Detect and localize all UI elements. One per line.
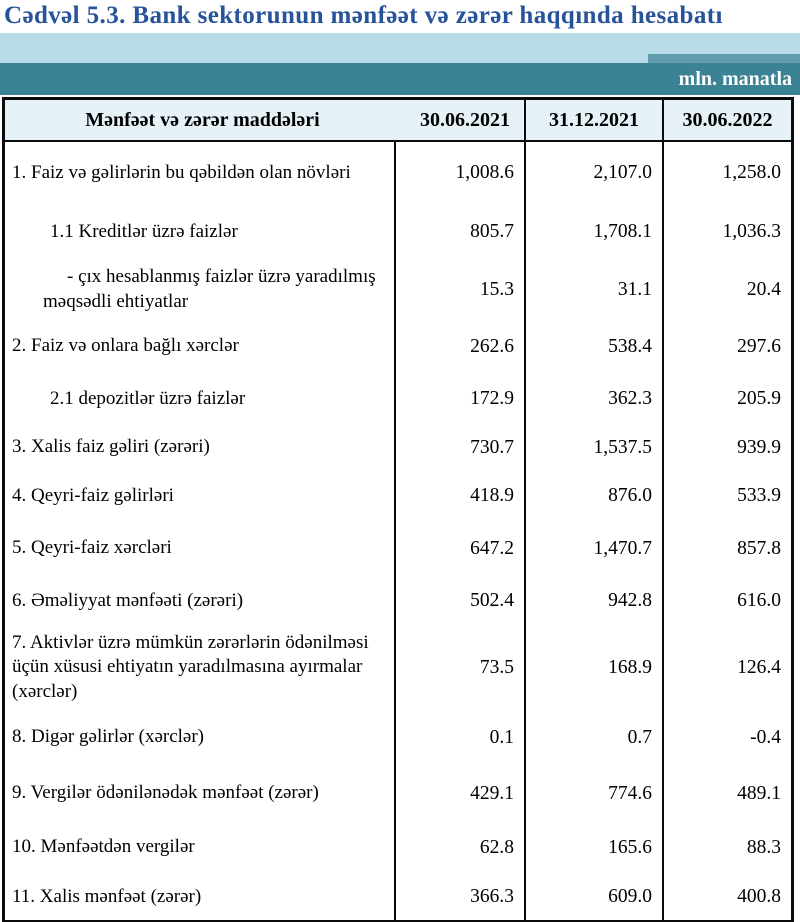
row-value: 15.3 [394,260,524,319]
table-row: 3. Xalis faiz gəliri (zərəri) 730.7 1,53… [5,424,791,471]
row-value: 730.7 [394,424,524,471]
row-value: 857.8 [662,521,791,576]
row-value: 172.9 [394,374,524,424]
decorative-band-teal: mln. manatla [0,54,800,95]
table-header-row: Mənfəət və zərər maddələri 30.06.2021 31… [5,100,791,142]
table-row: - çıx hesablanmış faizlər üzrə yaradılmı… [5,260,791,319]
row-value: 533.9 [662,471,791,521]
row-value: 73.5 [394,626,524,709]
decorative-band-step [648,54,800,63]
row-label: 7. Aktivlər üzrə mümkün zərərlərin ödəni… [12,632,369,702]
row-value: 168.9 [524,626,662,709]
row-value: 126.4 [662,626,791,709]
row-value: 647.2 [394,521,524,576]
row-value: 205.9 [662,374,791,424]
row-label: 2.1 depozitlər üzrə faizlər [50,387,246,409]
row-value: 0.1 [394,709,524,766]
row-value: 502.4 [394,576,524,626]
row-label: 9. Vergilər ödənilənədək mənfəət (zərər) [12,782,319,804]
row-label: 4. Qeyri-faiz gəlirləri [12,484,174,506]
header-date-2: 31.12.2021 [524,100,662,140]
row-label: 5. Qeyri-faiz xərcləri [12,537,172,559]
row-value: 366.3 [394,874,524,920]
row-value: 1,258.0 [662,142,791,204]
table-row: 4. Qeyri-faiz gəlirləri 418.9 876.0 533.… [5,471,791,521]
row-value: 20.4 [662,260,791,319]
table-row: 7. Aktivlər üzrə mümkün zərərlərin ödəni… [5,626,791,709]
row-value: 1,708.1 [524,204,662,260]
row-value: 1,008.6 [394,142,524,204]
unit-label: mln. manatla [678,67,792,90]
table-row: 9. Vergilər ödənilənədək mənfəət (zərər)… [5,766,791,821]
header-merged-cell: Mənfəət və zərər maddələri 30.06.2021 [5,100,524,140]
table-body: 1. Faiz və gəlirlərin bu qəbildən olan n… [5,142,791,920]
row-value: 774.6 [524,766,662,821]
row-label: 3. Xalis faiz gəliri (zərəri) [12,436,210,458]
header-date-3: 30.06.2022 [662,100,791,140]
row-value: 62.8 [394,821,524,874]
row-label: 1.1 Kreditlər üzrə faizlər [50,220,238,242]
row-value: 609.0 [524,874,662,920]
row-value: 1,537.5 [524,424,662,471]
table-row: 2.1 depozitlər üzrə faizlər 172.9 362.3 … [5,374,791,424]
row-label: 8. Digər gəlirlər (xərclər) [12,726,205,748]
table-row: 11. Xalis mənfəət (zərər) 366.3 609.0 40… [5,874,791,920]
table-row: 10. Mənfəətdən vergilər 62.8 165.6 88.3 [5,821,791,874]
row-value: 876.0 [524,471,662,521]
row-value: 1,036.3 [662,204,791,260]
row-value: 942.8 [524,576,662,626]
header-items-column: Mənfəət və zərər maddələri [85,108,320,131]
row-value: 165.6 [524,821,662,874]
table-row: 8. Digər gəlirlər (xərclər) 0.1 0.7 -0.4 [5,709,791,766]
row-value: -0.4 [662,709,791,766]
row-label: 1. Faiz və gəlirlərin bu qəbildən olan n… [12,161,351,183]
row-value: 429.1 [394,766,524,821]
row-value: 939.9 [662,424,791,471]
table-row: 1. Faiz və gəlirlərin bu qəbildən olan n… [5,142,791,204]
row-label: 10. Mənfəətdən vergilər [12,836,195,858]
row-label: - çıx hesablanmış faizlər üzrə yaradılmı… [43,266,376,312]
table-row: 1.1 Kreditlər üzrə faizlər 805.7 1,708.1… [5,204,791,260]
row-label: 11. Xalis mənfəət (zərər) [12,885,202,907]
row-value: 0.7 [524,709,662,766]
row-value: 400.8 [662,874,791,920]
row-value: 1,470.7 [524,521,662,576]
header-date-1: 30.06.2021 [420,108,510,131]
profit-loss-table: Mənfəət və zərər maddələri 30.06.2021 31… [2,97,794,922]
row-value: 538.4 [524,319,662,374]
table-row: 6. Əməliyyat mənfəəti (zərəri) 502.4 942… [5,576,791,626]
row-value: 362.3 [524,374,662,424]
row-value: 418.9 [394,471,524,521]
row-label: 6. Əməliyyat mənfəəti (zərəri) [12,589,244,611]
row-value: 297.6 [662,319,791,374]
row-value: 262.6 [394,319,524,374]
row-value: 2,107.0 [524,142,662,204]
row-value: 616.0 [662,576,791,626]
table-row: 2. Faiz və onlara bağlı xərclər 262.6 53… [5,319,791,374]
row-value: 31.1 [524,260,662,319]
row-value: 489.1 [662,766,791,821]
row-label: 2. Faiz və onlara bağlı xərclər [12,335,239,357]
page-title: Cədvəl 5.3. Bank sektorunun mənfəət və z… [4,2,723,29]
row-value: 88.3 [662,821,791,874]
row-value: 805.7 [394,204,524,260]
table-row: 5. Qeyri-faiz xərcləri 647.2 1,470.7 857… [5,521,791,576]
